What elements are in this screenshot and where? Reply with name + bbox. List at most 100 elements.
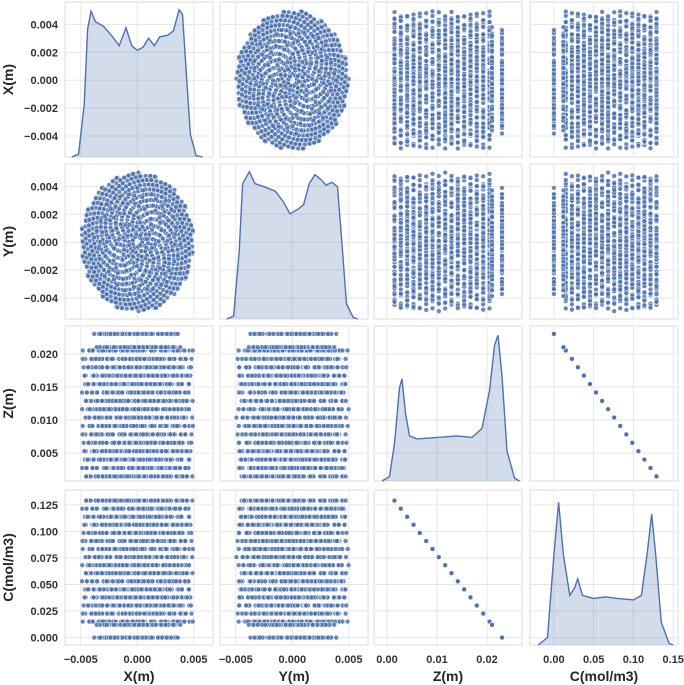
scatter-point	[259, 73, 264, 78]
scatter-point	[462, 38, 467, 43]
scatter-point	[283, 116, 288, 121]
scatter-point	[648, 117, 653, 122]
scatter-point	[417, 100, 422, 105]
scatter-point	[398, 60, 403, 65]
scatter-point	[474, 45, 479, 50]
scatter-point	[436, 20, 441, 25]
scatter-point	[398, 76, 403, 81]
scatter-point	[279, 107, 284, 112]
scatter-point	[297, 142, 302, 147]
scatter-point	[490, 55, 495, 60]
scatter-point	[257, 119, 262, 124]
scatter-point	[654, 30, 659, 35]
scatter-point	[636, 34, 641, 39]
scatter-point	[411, 58, 416, 63]
scatter-point	[278, 145, 283, 150]
scatter-point	[280, 137, 285, 142]
scatter-point	[500, 28, 505, 33]
scatter-point	[266, 16, 271, 21]
scatter-point	[654, 90, 659, 95]
scatter-point	[654, 61, 659, 66]
scatter-point	[244, 66, 249, 71]
scatter-point	[449, 122, 454, 127]
scatter-point	[462, 119, 467, 124]
scatter-point	[474, 11, 479, 16]
scatter-point	[339, 108, 344, 113]
scatter-point	[443, 46, 448, 51]
scatter-point	[304, 138, 309, 143]
scatter-point	[481, 129, 486, 134]
scatter-point	[490, 82, 495, 87]
scatter-point	[340, 66, 345, 71]
scatter-point	[636, 42, 641, 47]
scatter-point	[436, 48, 441, 53]
scatter-point	[411, 28, 416, 33]
scatter-point	[636, 104, 641, 109]
scatter-point	[624, 11, 629, 16]
scatter-point	[630, 32, 635, 37]
scatter-point	[468, 22, 473, 27]
scatter-point	[443, 38, 448, 43]
scatter-point	[280, 13, 285, 18]
scatter-point	[443, 59, 448, 64]
scatter-point	[436, 111, 441, 116]
scatter-point	[618, 106, 623, 111]
scatter-point	[286, 67, 291, 72]
scatter-point	[417, 93, 422, 98]
scatter-point	[267, 74, 272, 79]
scatter-point	[301, 146, 306, 151]
scatter-point	[474, 129, 479, 134]
scatter-point	[468, 113, 473, 118]
scatter-point	[237, 55, 242, 60]
scatter-point	[474, 55, 479, 60]
scatter-point	[252, 66, 257, 71]
scatter-point	[255, 48, 260, 53]
scatter-point	[654, 135, 659, 140]
scatter-point	[424, 135, 429, 140]
scatter-point	[455, 70, 460, 75]
scatter-point	[606, 59, 611, 64]
scatter-point	[449, 10, 454, 15]
scatter-point	[405, 55, 410, 60]
scatter-point	[259, 59, 264, 64]
scatter-point	[417, 46, 422, 51]
scatter-point	[301, 104, 306, 109]
scatter-point	[284, 94, 289, 99]
scatter-point	[654, 42, 659, 47]
scatter-point	[288, 25, 293, 30]
scatter-point	[642, 55, 647, 60]
scatter-point	[310, 50, 315, 55]
scatter-point	[624, 24, 629, 29]
scatter-point	[443, 146, 448, 151]
scatter-point	[302, 20, 307, 25]
scatter-point	[481, 54, 486, 59]
scatter-point	[612, 99, 617, 104]
scatter-point	[468, 87, 473, 92]
scatter-point	[278, 83, 283, 88]
scatter-point	[436, 82, 441, 87]
scatter-point	[277, 39, 282, 44]
scatter-point	[436, 104, 441, 109]
scatter-point	[279, 28, 284, 33]
scatter-point	[481, 87, 486, 92]
scatter-point	[430, 106, 435, 111]
scatter-point	[275, 14, 280, 19]
scatter-point	[411, 143, 416, 148]
scatter-point	[270, 15, 275, 20]
scatter-point	[474, 121, 479, 126]
scatter-point	[304, 93, 309, 98]
scatter-point	[252, 125, 257, 130]
scatter-point	[443, 91, 448, 96]
scatter-point	[474, 66, 479, 71]
scatter-point	[449, 68, 454, 73]
scatter-point	[636, 79, 641, 84]
scatter-point	[443, 105, 448, 110]
scatter-point	[277, 68, 282, 73]
scatter-point	[500, 111, 505, 116]
scatter-point	[314, 87, 319, 92]
scatter-point	[411, 88, 416, 93]
scatter-point	[648, 48, 653, 53]
scatter-point	[326, 72, 331, 77]
scatter-point	[392, 90, 397, 95]
scatter-point	[319, 19, 324, 24]
